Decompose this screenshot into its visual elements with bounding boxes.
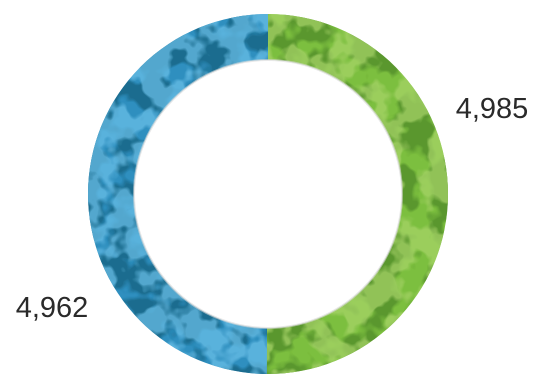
donut-value-label-0: 4,985 — [456, 93, 529, 125]
donut-hole — [133, 59, 403, 329]
donut-labels: 4,985 4,962 — [16, 93, 529, 324]
donut-value-label-1: 4,962 — [16, 292, 89, 324]
